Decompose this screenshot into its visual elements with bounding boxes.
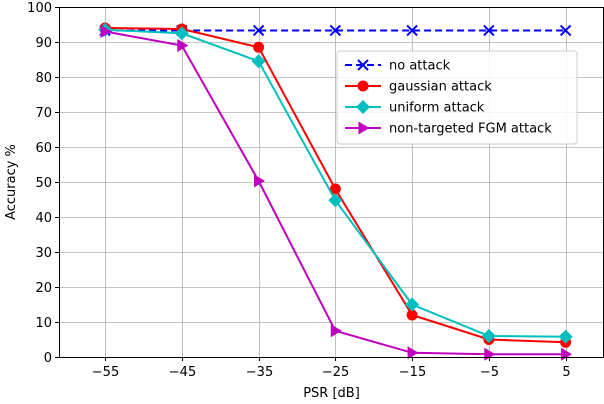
data-point — [483, 24, 495, 37]
series-group — [98, 22, 573, 361]
legend-marker — [356, 100, 370, 114]
y-tick-label: 90 — [35, 36, 52, 51]
data-point — [481, 329, 496, 343]
legend-item: uniform attack — [345, 100, 485, 116]
legend-item: gaussian attack — [345, 80, 492, 95]
data-point — [100, 25, 112, 38]
data-point — [406, 309, 418, 321]
data-point — [558, 329, 573, 344]
legend-marker — [357, 59, 369, 71]
data-point — [174, 26, 189, 41]
data-point — [330, 324, 342, 338]
y-tick-label: 70 — [35, 106, 52, 121]
y-tick-label: 40 — [35, 211, 52, 226]
data-point — [254, 174, 266, 188]
x-tick-label: −35 — [246, 365, 273, 380]
data-point — [405, 297, 420, 312]
x-tick-label: −5 — [480, 365, 499, 380]
y-axis-label: Accuracy % — [4, 144, 19, 220]
data-point — [407, 346, 419, 360]
data-point — [177, 39, 189, 52]
legend-marker — [357, 80, 369, 92]
legend-label: no attack — [389, 59, 451, 74]
data-point — [253, 41, 265, 53]
data-point — [252, 24, 265, 37]
y-tick-label: 30 — [35, 246, 52, 261]
data-point — [559, 24, 572, 37]
x-tick-label: −25 — [322, 365, 349, 380]
legend-label: non-targeted FGM attack — [389, 122, 552, 137]
y-tick-label: 20 — [35, 281, 52, 296]
legend-label: gaussian attack — [389, 80, 492, 95]
data-point — [329, 183, 341, 195]
data-point — [328, 193, 343, 208]
legend-item: non-targeted FGM attack — [345, 121, 552, 137]
y-tick-label: 60 — [35, 141, 52, 156]
x-tick-label: −55 — [92, 365, 119, 380]
legend-label: uniform attack — [389, 101, 485, 116]
x-tick-label: −45 — [169, 365, 196, 380]
data-point — [406, 24, 418, 37]
y-tick-label: 10 — [35, 316, 52, 331]
data-point — [251, 54, 266, 69]
x-tick-label: 5 — [562, 365, 570, 380]
legend: no attack gaussian attack uniform attack no… — [336, 50, 578, 145]
y-tick-label: 80 — [35, 71, 52, 86]
legend-box — [336, 50, 578, 145]
y-tick-label: 50 — [35, 176, 52, 191]
legend-marker — [358, 121, 370, 135]
y-tick-label: 100 — [27, 1, 52, 16]
x-tick-label: −15 — [399, 365, 426, 380]
series-2 — [98, 22, 573, 344]
data-point — [329, 24, 342, 37]
legend-item: no attack — [345, 59, 451, 74]
x-axis-label: PSR [dB] — [303, 386, 360, 401]
y-tick-label: 0 — [44, 351, 52, 366]
